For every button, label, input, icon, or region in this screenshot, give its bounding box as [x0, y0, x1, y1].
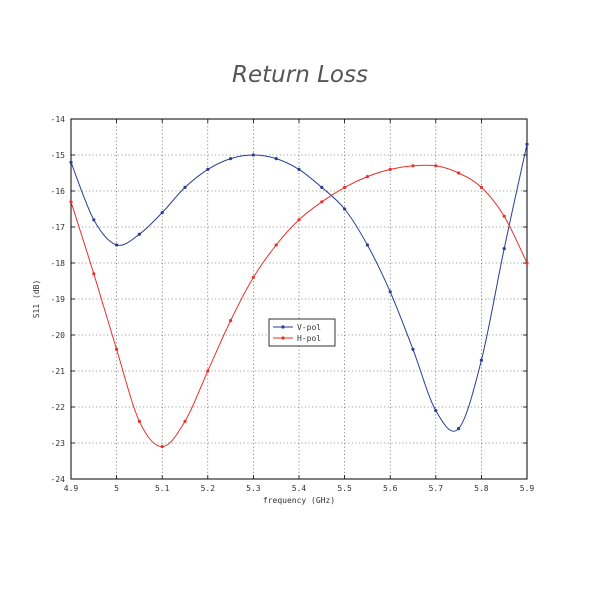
data-point-h-pol	[411, 164, 415, 168]
data-point-h-pol	[274, 243, 278, 247]
data-point-h-pol	[502, 214, 506, 218]
legend-marker-v-pol	[281, 325, 285, 329]
data-point-h-pol	[388, 167, 392, 171]
data-point-v-pol	[434, 409, 438, 413]
x-tick-label: 5	[114, 484, 119, 493]
data-point-v-pol	[92, 218, 96, 222]
data-point-h-pol	[115, 347, 119, 351]
y-tick-label: -16	[51, 187, 66, 196]
data-point-h-pol	[206, 369, 210, 373]
y-tick-label: -22	[51, 403, 66, 412]
data-point-v-pol	[206, 167, 210, 171]
x-tick-label: 5.1	[155, 484, 170, 493]
legend: V-pol H-pol	[268, 318, 336, 347]
y-tick-label: -23	[51, 439, 66, 448]
x-tick-label: 5.2	[201, 484, 216, 493]
series-lines	[69, 142, 529, 449]
data-point-v-pol	[251, 153, 255, 157]
data-point-h-pol	[479, 185, 483, 189]
legend-box	[268, 318, 336, 347]
data-point-v-pol	[229, 157, 233, 161]
data-point-v-pol	[160, 211, 164, 215]
y-tick-label: -20	[51, 331, 66, 340]
data-point-v-pol	[388, 290, 392, 294]
y-tick-label: -17	[51, 223, 66, 232]
y-tick-label: -15	[51, 151, 66, 160]
data-point-v-pol	[502, 247, 506, 251]
legend-marker-h-pol	[281, 336, 285, 340]
data-point-v-pol	[320, 185, 324, 189]
x-tick-label: 5.9	[520, 484, 535, 493]
data-point-h-pol	[525, 261, 529, 265]
data-point-v-pol	[457, 427, 461, 431]
chart-title: Return Loss	[232, 62, 368, 88]
data-point-h-pol	[229, 319, 233, 323]
data-point-v-pol	[297, 167, 301, 171]
data-point-h-pol	[320, 200, 324, 204]
series-line-v-pol	[70, 144, 528, 432]
x-tick-label: 5.7	[429, 484, 444, 493]
legend-label-h-pol: H-pol	[297, 334, 321, 343]
data-point-h-pol	[457, 171, 461, 175]
data-point-v-pol	[137, 232, 141, 236]
data-point-h-pol	[343, 185, 347, 189]
y-axis-ticks: -14 -15 -16 -17 -18 -19 -20 -21 -22 -23 -24	[51, 115, 527, 484]
data-point-h-pol	[92, 272, 96, 276]
y-axis-label: S11 (dB)	[32, 280, 41, 319]
data-point-v-pol	[343, 207, 347, 211]
x-axis-ticks: 4.9 5 5.1 5.2 5.3 5.4 5.5 5.6 5.7 5.8 5.9	[64, 119, 535, 493]
data-point-v-pol	[525, 142, 529, 146]
data-point-h-pol	[434, 164, 438, 168]
x-tick-label: 5.8	[474, 484, 489, 493]
data-point-v-pol	[479, 358, 483, 362]
data-point-h-pol	[69, 200, 73, 204]
x-tick-label: 5.6	[383, 484, 398, 493]
y-tick-label: -18	[51, 259, 66, 268]
x-axis-label: frequency (GHz)	[263, 496, 335, 505]
x-tick-label: 4.9	[64, 484, 79, 493]
data-point-v-pol	[365, 243, 369, 247]
legend-label-v-pol: V-pol	[297, 323, 321, 332]
y-tick-label: -14	[51, 115, 66, 124]
y-tick-label: -24	[51, 475, 66, 484]
data-point-h-pol	[183, 419, 187, 423]
data-point-h-pol	[365, 175, 369, 179]
data-point-h-pol	[137, 419, 141, 423]
y-tick-label: -21	[51, 367, 66, 376]
data-point-v-pol	[183, 185, 187, 189]
data-point-v-pol	[274, 157, 278, 161]
data-point-v-pol	[411, 347, 415, 351]
data-point-h-pol	[160, 445, 164, 449]
data-point-h-pol	[251, 275, 255, 279]
data-point-h-pol	[297, 218, 301, 222]
y-tick-label: -19	[51, 295, 66, 304]
x-tick-label: 5.5	[337, 484, 352, 493]
data-point-v-pol	[69, 160, 73, 164]
data-point-v-pol	[115, 243, 119, 247]
x-tick-label: 5.3	[246, 484, 261, 493]
x-tick-label: 5.4	[292, 484, 307, 493]
